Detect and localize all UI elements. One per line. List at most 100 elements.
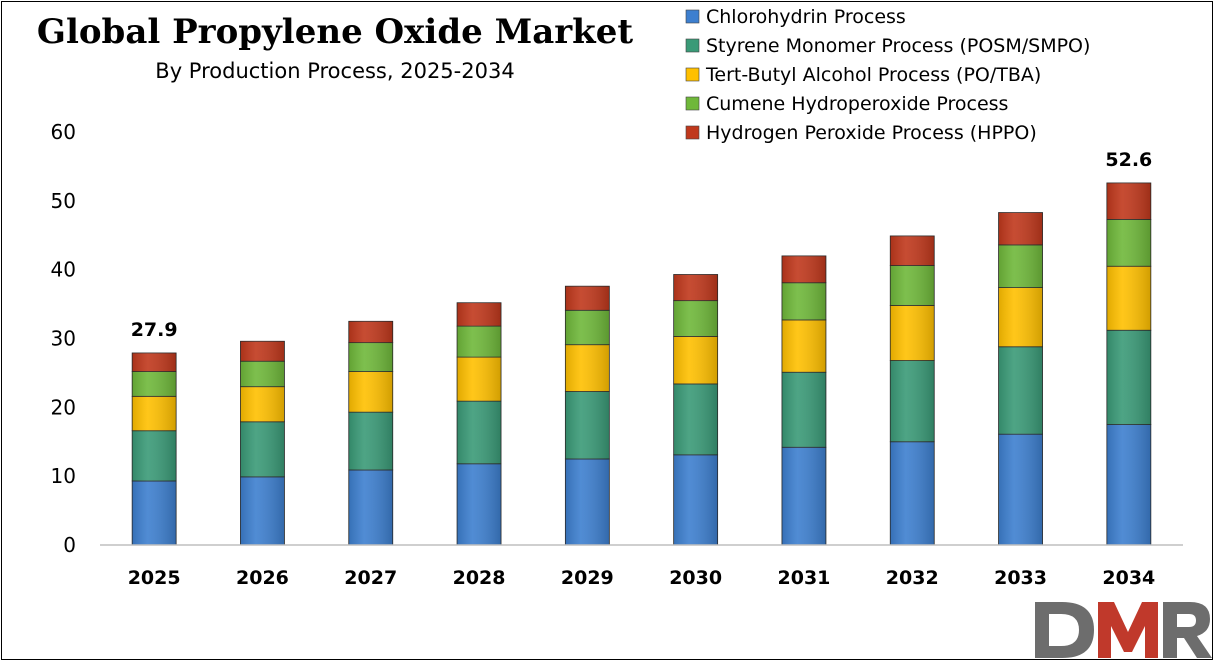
bar-stack-2026 (240, 340, 285, 546)
x-tick-label-2025: 2025 (128, 567, 181, 589)
bar-shade-2033-styrene-monomer-process-posm-smpo (998, 346, 1043, 435)
bar-shade-2031-styrene-monomer-process-posm-smpo (781, 372, 826, 448)
bar-shade-2034-styrene-monomer-process-posm-smpo (1106, 330, 1151, 425)
bar-shade-2032-tert-butyl-alcohol-process-po-tba (890, 305, 935, 361)
bar-shade-2029-tert-butyl-alcohol-process-po-tba (565, 344, 610, 392)
bar-shade-2025-tert-butyl-alcohol-process-po-tba (132, 396, 177, 431)
x-tick-label-2030: 2030 (669, 567, 722, 589)
chart-subtitle: By Production Process, 2025-2034 (155, 59, 514, 83)
x-tick-label-2032: 2032 (886, 567, 939, 589)
bar-shade-2034-hydrogen-peroxide-process-hppo (1106, 182, 1151, 220)
bar-shade-2028-tert-butyl-alcohol-process-po-tba (457, 357, 502, 402)
bar-shade-2030-cumene-hydroperoxide-process (673, 300, 718, 337)
bar-shade-2025-chlorohydrin-process (132, 480, 177, 545)
bar-shade-2026-cumene-hydroperoxide-process (240, 361, 285, 387)
legend: Chlorohydrin Process Styrene Monomer Proc… (685, 6, 1090, 144)
x-tick-label-2034: 2034 (1102, 567, 1155, 589)
bar-stack-2034 (1106, 182, 1152, 546)
bar-stack-2030 (673, 274, 719, 546)
bar-shade-2029-hydrogen-peroxide-process-hppo (565, 286, 610, 311)
bar-shade-2030-hydrogen-peroxide-process-hppo (673, 274, 718, 301)
bar-stack-2028 (456, 302, 502, 546)
x-tick-label-2028: 2028 (453, 567, 506, 589)
logo-m-shape (1098, 602, 1158, 658)
bar-shade-2034-cumene-hydroperoxide-process (1106, 219, 1151, 267)
bar-shade-2027-styrene-monomer-process-posm-smpo (348, 412, 393, 470)
y-tick-label-60: 60 (51, 120, 76, 144)
data-labels: 27.9 52.6 (131, 149, 1153, 341)
bar-shade-2032-cumene-hydroperoxide-process (890, 265, 935, 306)
bar-shade-2029-chlorohydrin-process (565, 458, 610, 545)
bar-shade-2032-hydrogen-peroxide-process-hppo (890, 235, 935, 266)
bar-stack-2025 (131, 352, 177, 546)
legend-swatch-cumene-hydroperoxide-process (685, 96, 700, 111)
x-tick-label-2031: 2031 (778, 567, 831, 589)
legend-swatch-styrene-monomer-process-posm-smpo (685, 38, 700, 53)
bar-stack-2027 (348, 320, 394, 546)
bar-shade-2031-tert-butyl-alcohol-process-po-tba (781, 319, 826, 373)
bar-stack-2031 (781, 255, 827, 546)
y-tick-label-0: 0 (63, 533, 76, 557)
bar-shade-2027-tert-butyl-alcohol-process-po-tba (348, 371, 393, 413)
y-tick-label-40: 40 (51, 258, 76, 282)
bar-shade-2029-cumene-hydroperoxide-process (565, 310, 610, 345)
y-tick-label-20: 20 (51, 395, 76, 419)
data-label-2025: 27.9 (131, 319, 178, 341)
legend-swatch-chlorohydrin-process (685, 9, 700, 24)
legend-label-tert-butyl-alcohol-process-po-tba: Tert-Butyl Alcohol Process (PO/TBA) (705, 64, 1041, 86)
bar-shade-2033-cumene-hydroperoxide-process (998, 244, 1043, 288)
bar-shade-2031-cumene-hydroperoxide-process (781, 282, 826, 320)
x-axis: 2025 2026 2027 2028 2029 2030 2031 2032 2033 2034 (100, 544, 1183, 589)
bar-shade-2028-cumene-hydroperoxide-process (457, 326, 502, 358)
bar-shade-2032-styrene-monomer-process-posm-smpo (890, 360, 935, 442)
bar-shade-2025-hydrogen-peroxide-process-hppo (132, 352, 177, 372)
legend-swatch-hydrogen-peroxide-process-hppo (685, 125, 700, 140)
bar-stack-2033 (998, 212, 1043, 546)
bars (131, 182, 1152, 546)
bar-shade-2026-tert-butyl-alcohol-process-po-tba (240, 386, 285, 422)
legend-label-cumene-hydroperoxide-process: Cumene Hydroperoxide Process (706, 93, 1008, 115)
logo-d-shape (1035, 602, 1094, 658)
bar-shade-2027-cumene-hydroperoxide-process (348, 342, 393, 372)
y-tick-label-10: 10 (51, 464, 76, 488)
bar-shade-2025-styrene-monomer-process-posm-smpo (132, 430, 177, 481)
bar-shade-2026-styrene-monomer-process-posm-smpo (240, 421, 285, 477)
legend-swatch-tert-butyl-alcohol-process-po-tba (685, 67, 700, 82)
legend-label-chlorohydrin-process: Chlorohydrin Process (706, 6, 906, 28)
legend-label-styrene-monomer-process-posm-smpo: Styrene Monomer Process (POSM/SMPO) (706, 35, 1090, 57)
bar-shade-2030-tert-butyl-alcohol-process-po-tba (673, 336, 718, 384)
bar-shade-2027-hydrogen-peroxide-process-hppo (348, 321, 393, 343)
bar-shade-2031-hydrogen-peroxide-process-hppo (781, 255, 826, 283)
x-tick-label-2027: 2027 (344, 567, 397, 589)
x-tick-label-2033: 2033 (994, 567, 1047, 589)
bar-shade-2033-tert-butyl-alcohol-process-po-tba (998, 287, 1043, 347)
bar-shade-2026-hydrogen-peroxide-process-hppo (240, 341, 285, 362)
bar-shade-2032-chlorohydrin-process (890, 441, 935, 545)
bar-shade-2028-styrene-monomer-process-posm-smpo (457, 401, 502, 464)
bar-shade-2026-chlorohydrin-process (240, 476, 285, 545)
bar-shade-2034-chlorohydrin-process (1106, 424, 1151, 545)
bar-shade-2033-hydrogen-peroxide-process-hppo (998, 212, 1043, 245)
bar-shade-2030-styrene-monomer-process-posm-smpo (673, 383, 718, 455)
bar-shade-2028-hydrogen-peroxide-process-hppo (457, 302, 502, 327)
x-tick-label-2026: 2026 (236, 567, 289, 589)
data-label-2034: 52.6 (1105, 149, 1152, 171)
dmr-logo (1035, 602, 1212, 658)
y-tick-label-30: 30 (51, 327, 76, 351)
bar-shade-2033-chlorohydrin-process (998, 434, 1043, 545)
x-tick-label-2029: 2029 (561, 567, 614, 589)
chart-title: Global Propylene Oxide Market (37, 12, 633, 52)
bar-shade-2028-chlorohydrin-process (457, 463, 502, 545)
bar-shade-2027-chlorohydrin-process (348, 469, 393, 545)
bar-stack-2029 (564, 285, 610, 546)
bar-shade-2029-styrene-monomer-process-posm-smpo (565, 391, 610, 459)
logo-r-shape (1163, 602, 1212, 658)
bar-stack-2032 (889, 235, 935, 546)
bar-shade-2031-chlorohydrin-process (781, 447, 826, 545)
bar-shade-2034-tert-butyl-alcohol-process-po-tba (1106, 266, 1151, 331)
bar-shade-2025-cumene-hydroperoxide-process (132, 371, 177, 397)
legend-label-hydrogen-peroxide-process-hppo: Hydrogen Peroxide Process (HPPO) (706, 122, 1037, 144)
bar-shade-2030-chlorohydrin-process (673, 454, 718, 545)
y-tick-label-50: 50 (51, 189, 76, 213)
